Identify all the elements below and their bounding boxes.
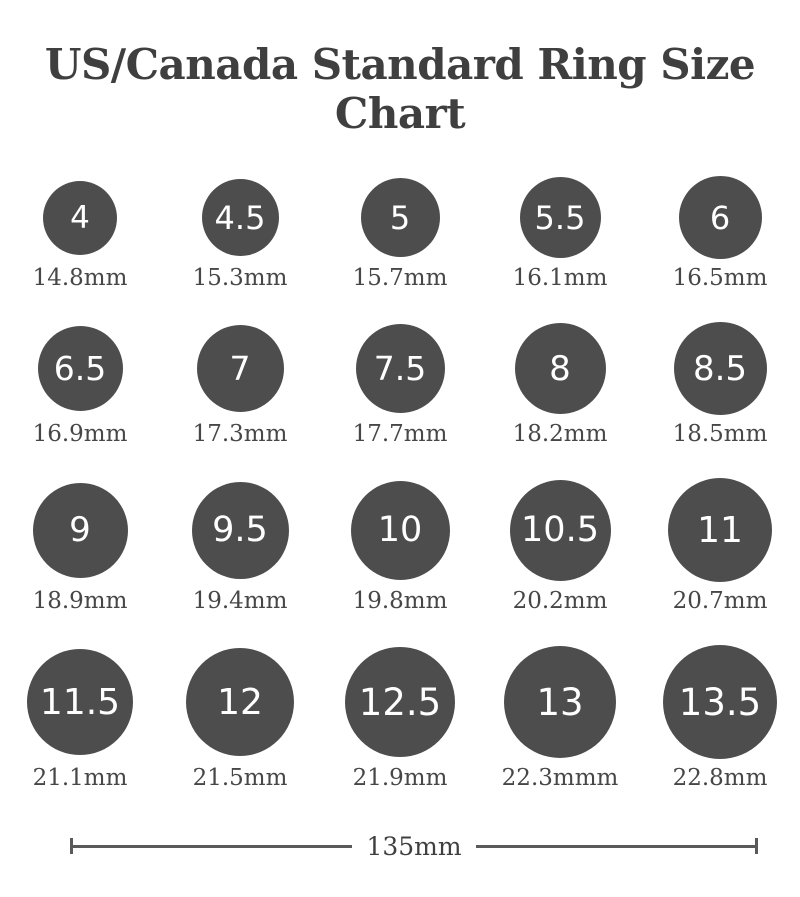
ring-diameter-label: 16.5mm: [672, 265, 768, 291]
ring-circle: 10.5: [509, 479, 611, 581]
ring-circle: 5.5: [519, 177, 601, 258]
ring-size-number: 9.5: [212, 510, 268, 550]
ring-size-number: 11: [697, 509, 743, 551]
ring-diameter-label: 16.9mm: [32, 421, 128, 447]
ring-size-cell: 5 15.7mm: [320, 176, 480, 291]
ring-size-number: 6: [709, 198, 731, 237]
scale-length-label: 135mm: [366, 831, 462, 861]
ring-diameter-label: 18.9mm: [32, 588, 128, 614]
ring-size-cell: 8 18.2mm: [480, 322, 640, 447]
ring-size-cell: 9 18.9mm: [0, 478, 160, 614]
ring-circle: 11.5: [27, 649, 133, 755]
ring-size-chart-page: US/Canada Standard Ring Size Chart 4 14.8…: [0, 40, 800, 897]
ring-size-cell: 5.5 16.1mm: [480, 176, 640, 291]
ring-diameter-label: 18.5mm: [672, 421, 768, 447]
ring-circle: 7: [196, 325, 284, 412]
page-title: US/Canada Standard Ring Size Chart: [44, 40, 756, 138]
ring-size-number: 12.5: [358, 680, 442, 724]
ring-diameter-label: 19.4mm: [192, 588, 288, 614]
ring-diameter-label: 19.8mm: [352, 588, 448, 614]
ring-diameter-label: 14.8mm: [32, 265, 128, 291]
ring-size-number: 7: [229, 349, 251, 388]
ring-circle: 9.5: [191, 481, 289, 579]
ring-size-number: 8: [549, 348, 571, 389]
ring-size-cell: 13.5 22.8mm: [640, 645, 800, 791]
ring-diameter-label: 22.3mmm: [501, 765, 619, 791]
ring-size-number: 6.5: [53, 349, 107, 388]
ring-circle: 4: [43, 180, 117, 255]
ring-size-number: 7.5: [373, 349, 427, 388]
ring-size-number: 8.5: [692, 348, 748, 389]
scale-bar: 135mm: [70, 831, 759, 861]
ring-diameter-label: 17.3mm: [192, 421, 288, 447]
ring-circle: 7.5: [355, 324, 445, 413]
ring-diameter-label: 21.1mm: [32, 765, 128, 791]
scale-line-left: [73, 844, 353, 848]
ring-chart: 4 14.8mm 4.5 15.3mm 5 15.7mm 5.5 16.1mm 6 16.5mm 6…: [0, 176, 800, 791]
ring-size-cell: 13 22.3mmm: [480, 645, 640, 791]
ring-diameter-label: 15.7mm: [352, 265, 448, 291]
ring-size-cell: 10 19.8mm: [320, 478, 480, 614]
ring-size-number: 11.5: [39, 681, 121, 723]
ring-circle: 6: [678, 176, 762, 259]
ring-size-number: 5: [389, 198, 411, 237]
ring-size-number: 9: [69, 510, 91, 550]
ring-size-number: 13.5: [678, 680, 762, 724]
scale-left-tick-icon: [70, 838, 73, 854]
ring-diameter-label: 20.7mm: [672, 588, 768, 614]
ring-diameter-label: 21.5mm: [192, 765, 288, 791]
ring-diameter-label: 16.1mm: [512, 265, 608, 291]
ring-diameter-label: 22.8mm: [672, 765, 768, 791]
ring-size-cell: 11.5 21.1mm: [0, 645, 160, 791]
ring-diameter-label: 20.2mm: [512, 588, 608, 614]
ring-size-cell: 12.5 21.9mm: [320, 645, 480, 791]
ring-size-number: 13: [536, 680, 584, 724]
ring-size-cell: 11 20.7mm: [640, 478, 800, 614]
ring-size-cell: 12 21.5mm: [160, 645, 320, 791]
ring-size-number: 4.5: [214, 198, 266, 237]
ring-circle: 13.5: [663, 645, 777, 759]
ring-size-cell: 7 17.3mm: [160, 322, 320, 447]
ring-size-number: 10: [377, 510, 423, 550]
scale-right-tick-icon: [755, 838, 759, 854]
ring-size-cell: 6.5 16.9mm: [0, 322, 160, 447]
ring-circle: 12: [186, 648, 294, 756]
ring-row: 6.5 16.9mm 7 17.3mm 7.5 17.7mm 8 18.2mm 8.5 18.5m…: [0, 322, 800, 447]
ring-circle: 13: [504, 646, 616, 758]
ring-diameter-label: 15.3mm: [192, 265, 288, 291]
ring-size-number: 12: [217, 681, 263, 723]
ring-size-cell: 8.5 18.5mm: [640, 322, 800, 447]
ring-circle: 8.5: [673, 322, 767, 415]
ring-size-cell: 4.5 15.3mm: [160, 176, 320, 291]
ring-diameter-label: 18.2mm: [512, 421, 608, 447]
ring-size-cell: 4 14.8mm: [0, 176, 160, 291]
ring-size-number: 5.5: [534, 198, 586, 237]
ring-size-cell: 9.5 19.4mm: [160, 478, 320, 614]
ring-size-cell: 7.5 17.7mm: [320, 322, 480, 447]
ring-circle: 4.5: [201, 179, 279, 256]
ring-row: 11.5 21.1mm 12 21.5mm 12.5 21.9mm 13 22.3mmm 13.…: [0, 645, 800, 791]
ring-circle: 5: [360, 178, 440, 257]
ring-circle: 6.5: [37, 326, 123, 411]
ring-diameter-label: 17.7mm: [352, 421, 448, 447]
ring-circle: 11: [668, 478, 772, 582]
ring-row: 4 14.8mm 4.5 15.3mm 5 15.7mm 5.5 16.1mm 6 16.5mm: [0, 176, 800, 291]
ring-size-cell: 10.5 20.2mm: [480, 478, 640, 614]
ring-size-cell: 6 16.5mm: [640, 176, 800, 291]
scale-line-right: [475, 844, 756, 848]
ring-circle: 9: [32, 482, 128, 578]
ring-size-number: 10.5: [521, 510, 599, 550]
ring-size-number: 4: [70, 199, 90, 236]
ring-row: 9 18.9mm 9.5 19.4mm 10 19.8mm 10.5 20.2mm 11 20.7…: [0, 478, 800, 614]
ring-circle: 8: [514, 323, 606, 414]
ring-circle: 12.5: [345, 647, 455, 757]
ring-circle: 10: [350, 480, 450, 580]
ring-diameter-label: 21.9mm: [352, 765, 448, 791]
